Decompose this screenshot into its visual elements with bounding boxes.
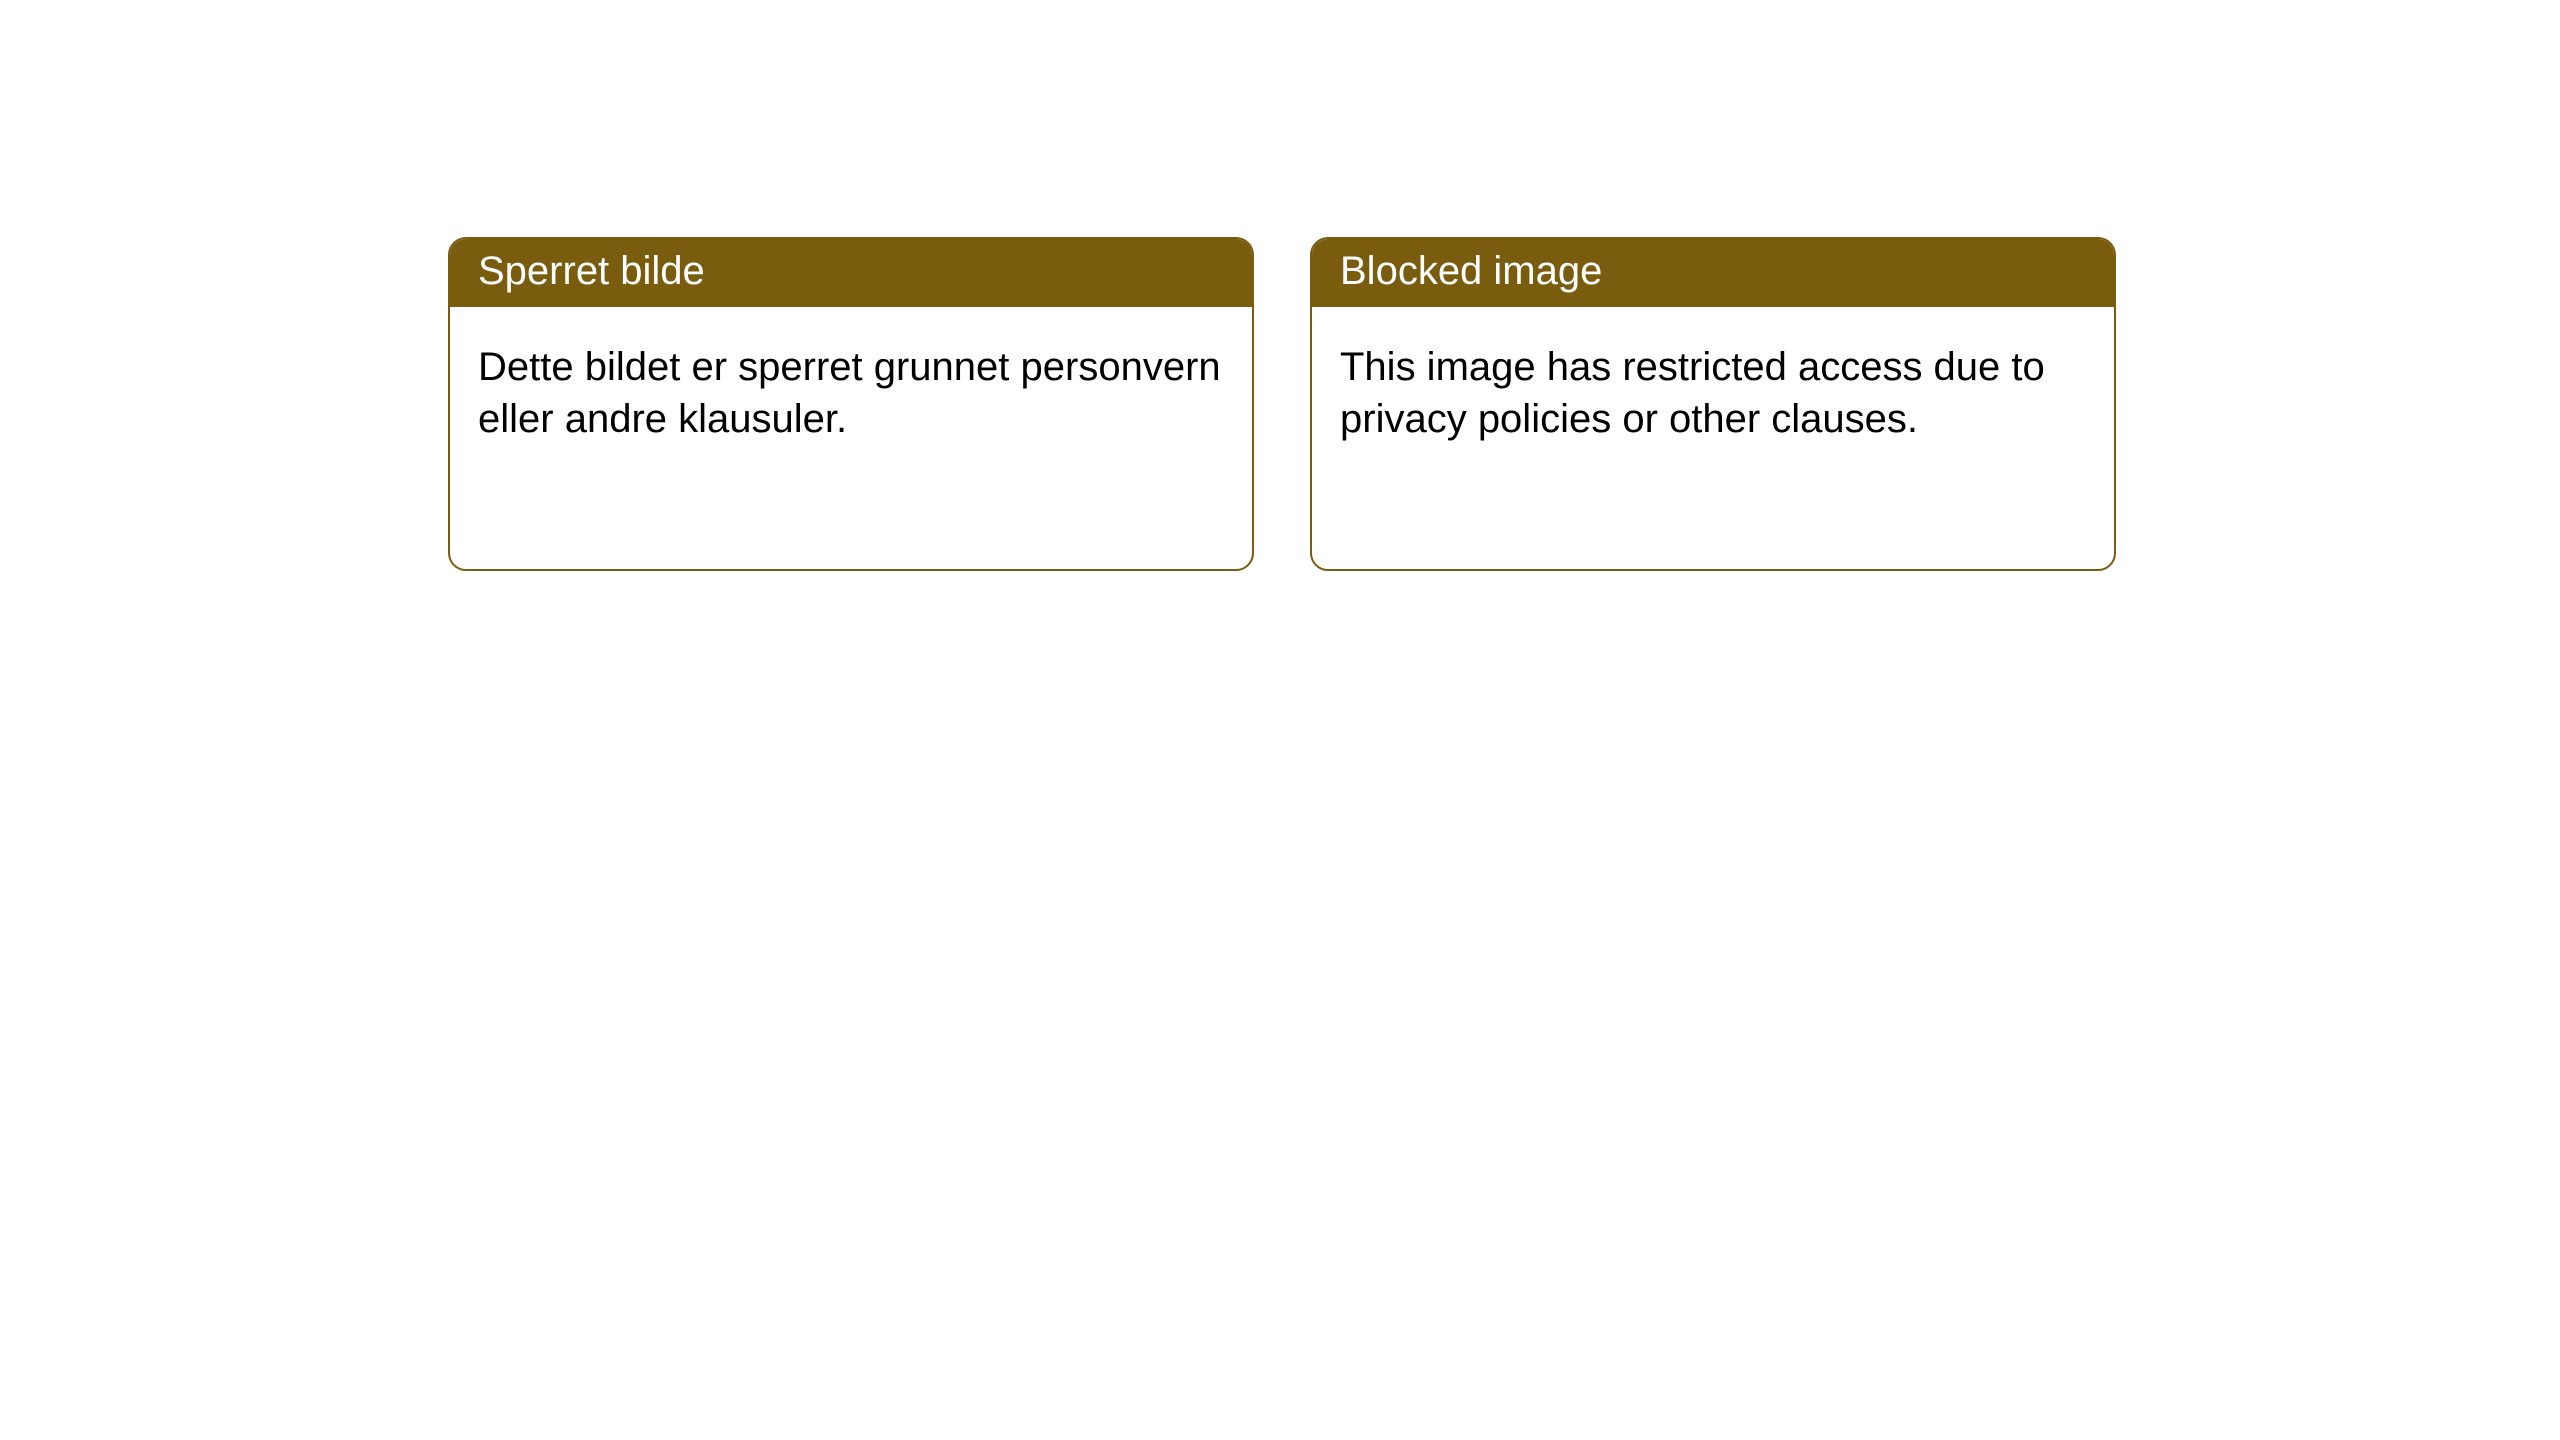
notice-title: Blocked image bbox=[1312, 239, 2114, 307]
notice-container: Sperret bilde Dette bildet er sperret gr… bbox=[0, 0, 2560, 571]
notice-body: Dette bildet er sperret grunnet personve… bbox=[450, 307, 1252, 479]
notice-card-english: Blocked image This image has restricted … bbox=[1310, 237, 2116, 571]
notice-body: This image has restricted access due to … bbox=[1312, 307, 2114, 479]
notice-card-norwegian: Sperret bilde Dette bildet er sperret gr… bbox=[448, 237, 1254, 571]
notice-title: Sperret bilde bbox=[450, 239, 1252, 307]
